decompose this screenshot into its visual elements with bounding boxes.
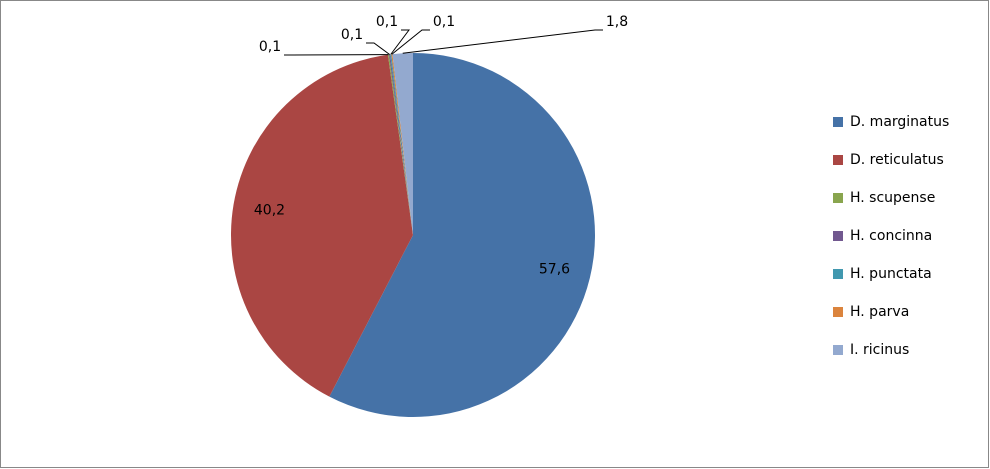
legend-swatch: [833, 345, 843, 355]
leader-line: [402, 29, 603, 54]
data-label: 1,8: [606, 14, 628, 30]
legend-label: D. reticulatus: [850, 152, 944, 168]
legend-label: H. parva: [850, 304, 909, 320]
data-label: 0,1: [433, 14, 455, 30]
pie-slice: [230, 54, 413, 397]
legend-swatch: [833, 307, 843, 317]
pie-slice: [392, 53, 413, 235]
leader-line: [390, 29, 410, 55]
legend-swatch: [833, 117, 843, 127]
legend-label: D. marginatus: [850, 114, 949, 130]
legend-swatch: [833, 269, 843, 279]
data-label: 40,2: [254, 202, 285, 218]
data-label: 57,6: [539, 261, 570, 277]
legend-label: H. concinna: [850, 228, 932, 244]
legend-label: I. ricinus: [850, 342, 909, 358]
data-label: 0,1: [376, 14, 398, 30]
pie-slice: [387, 54, 413, 235]
legend-swatch: [833, 193, 843, 203]
legend-label: H. scupense: [850, 190, 935, 206]
legend-swatch: [833, 231, 843, 241]
pie-slice: [389, 54, 413, 236]
leader-line: [391, 29, 430, 55]
data-label: 0,1: [259, 39, 281, 55]
pie-slice: [329, 53, 595, 417]
legend-swatch: [833, 155, 843, 165]
leader-line: [366, 42, 390, 55]
legend-label: H. punctata: [850, 266, 932, 282]
pie-slice: [391, 54, 413, 235]
data-label: 0,1: [341, 27, 363, 43]
pie-slice: [390, 54, 413, 235]
